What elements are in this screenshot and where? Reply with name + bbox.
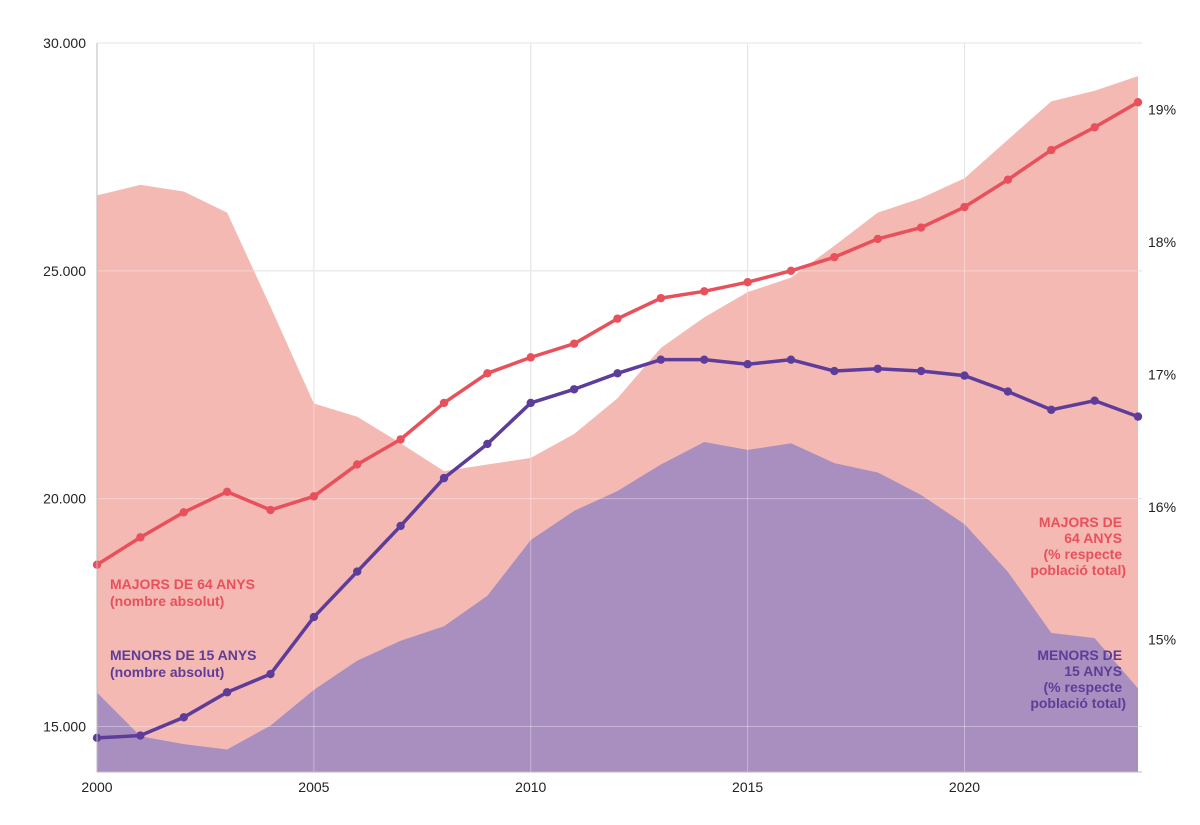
point-menors-abs (266, 669, 275, 679)
point-menors-abs (569, 385, 579, 394)
label-majors-pct-line4: població total) (1030, 562, 1126, 578)
label-menors-pct-line3: (% respecte (1044, 679, 1123, 695)
point-menors-abs (873, 364, 882, 373)
x-tick-label: 2015 (732, 779, 763, 795)
point-menors-abs (136, 731, 145, 740)
point-menors-abs (613, 369, 622, 378)
area-series (96, 42, 1142, 773)
label-majors-pct: MAJORS DE 64 ANYS (% respecte població t… (1030, 514, 1126, 578)
point-majors-abs (700, 287, 709, 296)
point-majors-abs (266, 505, 275, 515)
label-majors-abs-line2: (nombre absolut) (110, 593, 224, 609)
line-series (92, 98, 1143, 743)
y-left-tick-label: 25.000 (43, 263, 86, 279)
point-majors-abs (1047, 145, 1056, 155)
y-left-tick-label: 20.000 (43, 491, 86, 507)
label-majors-pct-line1: MAJORS DE (1039, 514, 1122, 530)
label-majors-abs-line1: MAJORS DE 64 ANYS (110, 576, 255, 592)
x-tick-label: 2000 (81, 779, 112, 795)
point-menors-abs (179, 713, 188, 722)
label-majors-abs: MAJORS DE 64 ANYS (nombre absolut) (110, 576, 259, 609)
point-menors-abs (1047, 405, 1056, 414)
point-majors-abs (613, 314, 622, 323)
point-majors-abs (309, 492, 319, 501)
x-tick-label: 2010 (515, 779, 546, 795)
point-majors-abs (439, 398, 449, 408)
point-majors-abs (873, 234, 882, 244)
x-tick-label: 2020 (949, 779, 980, 795)
point-majors-abs (656, 293, 666, 303)
point-majors-abs (830, 252, 839, 262)
point-majors-abs (786, 266, 796, 276)
label-menors-abs-line2: (nombre absolut) (110, 664, 224, 680)
label-menors-pct: MENORS DE 15 ANYS (% respecte població t… (1030, 647, 1126, 711)
y-left-tick-label: 15.000 (43, 718, 86, 734)
point-menors-abs (439, 473, 449, 483)
area-menors-pct (97, 441, 1138, 772)
point-majors-abs (353, 460, 362, 469)
point-menors-abs (700, 355, 709, 364)
y-right-tick-label: 18% (1148, 234, 1176, 250)
y-right-tick-label: 17% (1148, 366, 1176, 382)
label-menors-pct-line2: 15 ANYS (1064, 663, 1122, 679)
point-menors-abs (1090, 396, 1099, 405)
point-majors-abs (396, 435, 405, 444)
y-left-tick-label: 30.000 (43, 35, 86, 51)
point-majors-abs (179, 508, 188, 517)
x-tick-label: 2005 (298, 779, 329, 795)
point-menors-abs (526, 398, 535, 408)
point-majors-abs (483, 369, 492, 378)
point-majors-abs (916, 223, 926, 232)
y-right-tick-label: 19% (1148, 101, 1176, 117)
point-majors-abs (960, 202, 969, 212)
point-majors-abs (222, 487, 232, 496)
point-majors-abs (136, 533, 145, 542)
point-majors-abs (569, 339, 579, 348)
label-majors-pct-line2: 64 ANYS (1064, 530, 1122, 546)
point-menors-abs (830, 366, 839, 376)
point-menors-abs (656, 355, 666, 364)
point-majors-abs (526, 353, 535, 362)
point-majors-abs (1090, 123, 1099, 132)
y-right-tick-label: 16% (1148, 499, 1176, 515)
point-majors-abs (1003, 175, 1013, 184)
y-right-tick-label: 15% (1148, 631, 1176, 647)
point-menors-abs (743, 360, 752, 369)
point-menors-abs (353, 567, 362, 576)
label-majors-pct-line3: (% respecte (1044, 546, 1123, 562)
label-menors-pct-line1: MENORS DE (1037, 647, 1122, 663)
point-menors-abs (396, 521, 405, 531)
point-menors-abs (960, 371, 969, 380)
point-menors-abs (483, 439, 492, 449)
axes: 15.000 20.000 25.000 30.000 2000 2005 2010 2015… (43, 35, 1176, 795)
point-majors-abs (1133, 98, 1143, 107)
point-majors-abs (743, 278, 752, 287)
point-menors-abs (916, 366, 926, 376)
point-menors-abs (222, 688, 232, 697)
label-menors-pct-line4: població total) (1030, 695, 1126, 711)
point-menors-abs (1003, 387, 1013, 396)
label-menors-abs: MENORS DE 15 ANYS (nombre absolut) (110, 647, 260, 680)
point-menors-abs (1133, 412, 1143, 421)
label-menors-abs-line1: MENORS DE 15 ANYS (110, 647, 257, 663)
annotations: MAJORS DE 64 ANYS (nombre absolut) MENOR… (110, 514, 1126, 711)
point-menors-abs (786, 355, 796, 364)
point-menors-abs (309, 612, 319, 622)
